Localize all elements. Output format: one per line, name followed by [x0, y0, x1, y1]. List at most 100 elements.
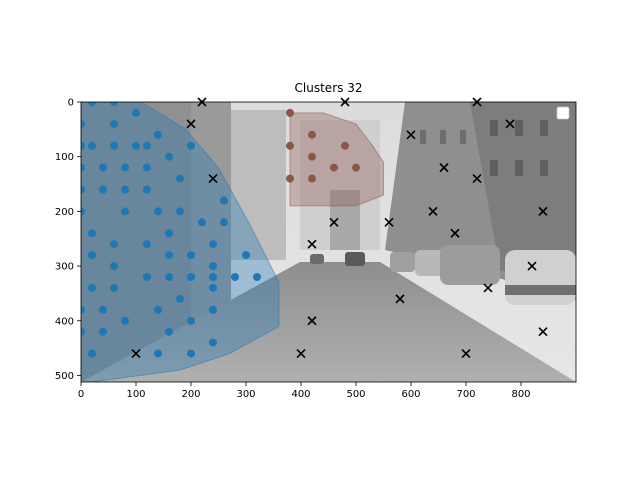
x-tick-label: 0 [78, 389, 84, 400]
y-tick-label: 200 [55, 207, 74, 218]
cluster-1-point [165, 152, 173, 161]
cluster-1-point [132, 108, 140, 117]
cluster-1-point [81, 207, 85, 216]
cluster-1-point [88, 283, 96, 292]
cluster-2-point [352, 163, 360, 172]
cluster-2-point [286, 108, 294, 117]
y-tick-label: 100 [55, 152, 74, 163]
cluster-1-point [209, 305, 217, 314]
cluster-1-point [209, 338, 217, 347]
legend [556, 106, 570, 120]
noise-point [296, 348, 306, 359]
noise-point [384, 217, 394, 227]
noise-point [307, 316, 317, 326]
noise-point [439, 163, 449, 173]
x-tick-label: 700 [456, 389, 475, 400]
cluster-1-point [110, 141, 118, 150]
cluster-1-point [187, 251, 195, 260]
cluster-1-point [132, 141, 140, 150]
cluster-1-point [198, 218, 206, 227]
cluster-1-point [209, 283, 217, 292]
cluster-1-point [165, 229, 173, 238]
x-axis: 0 100 200 300 400 500 600 700 800 [78, 382, 531, 400]
noise-point [329, 217, 339, 227]
cluster-1-point [154, 130, 162, 139]
cluster-1-point [99, 305, 107, 314]
cluster-1-point [220, 196, 228, 205]
x-tick-label: 400 [291, 389, 310, 400]
cluster-1-point [209, 273, 217, 281]
x-tick-label: 300 [236, 389, 255, 400]
noise-point [483, 283, 493, 293]
cluster-1-point [143, 273, 151, 281]
cluster-1-point [242, 251, 250, 260]
cluster-hull-1 [81, 102, 280, 382]
cluster-1-point [176, 294, 184, 303]
y-tick-label: 500 [55, 371, 74, 382]
cluster-1-point [110, 240, 118, 249]
noise-point [395, 294, 405, 304]
cluster-1-point [88, 102, 96, 106]
noise-point [186, 119, 196, 129]
cluster-1-point [99, 185, 107, 194]
x-tick-label: 600 [401, 389, 420, 400]
x-tick-label: 200 [181, 389, 200, 400]
cluster-1-point [81, 185, 85, 194]
cluster-2-point [286, 141, 294, 150]
cluster-1-point [81, 327, 85, 336]
y-tick-label: 0 [68, 98, 74, 109]
cluster-1-point [110, 102, 118, 106]
noise-point [461, 348, 471, 359]
noise-point [307, 239, 317, 249]
background-photo [81, 102, 576, 382]
cluster-1-point [231, 273, 239, 281]
cluster-2-point [308, 152, 316, 161]
cluster-1-point [187, 141, 195, 150]
chart-title: Clusters 32 [295, 81, 363, 95]
noise-point [406, 130, 416, 140]
cluster-1-point [121, 163, 129, 172]
cluster-2-point [330, 163, 338, 172]
noise-point [527, 261, 537, 271]
noise-point [538, 327, 548, 337]
cluster-1-point [81, 119, 85, 128]
cluster-1-point [165, 273, 173, 281]
cluster-2-point [308, 174, 316, 183]
cluster-1-point [143, 141, 151, 150]
cluster-points [81, 102, 360, 358]
cluster-1-point [81, 163, 85, 172]
cluster-1-point [88, 251, 96, 260]
cluster-1-point [209, 262, 217, 271]
y-axis: 0 100 200 300 400 500 [55, 98, 81, 382]
cluster-1-point [88, 141, 96, 150]
cluster-1-point [209, 240, 217, 249]
plot-frame [80, 101, 577, 383]
cluster-1-point [187, 349, 195, 358]
noise-point [450, 228, 460, 238]
cluster-1-point [143, 163, 151, 172]
cluster-1-point [81, 141, 85, 150]
cluster-1-point [187, 273, 195, 281]
cluster-1-point [143, 240, 151, 249]
cluster-1-point [88, 349, 96, 358]
cluster-1-point [165, 251, 173, 260]
cluster-1-point [154, 207, 162, 216]
noise-point [208, 173, 218, 184]
cluster-1-point [110, 119, 118, 128]
cluster-1-point [121, 207, 129, 216]
cluster-1-point [143, 185, 151, 194]
y-tick-label: 300 [55, 262, 74, 273]
cluster-1-point [154, 349, 162, 358]
cluster-2-point [286, 174, 294, 183]
cluster-1-point [121, 316, 129, 325]
x-tick-label: 500 [346, 389, 365, 400]
cluster-1-point [220, 218, 228, 227]
cluster-1-point [99, 327, 107, 336]
cluster-1-point [110, 283, 118, 292]
cluster-2-point [308, 130, 316, 139]
x-tick-label: 800 [511, 389, 530, 400]
cluster-1-point [81, 305, 85, 314]
cluster-1-point [154, 305, 162, 314]
cluster-1-point [253, 273, 261, 281]
